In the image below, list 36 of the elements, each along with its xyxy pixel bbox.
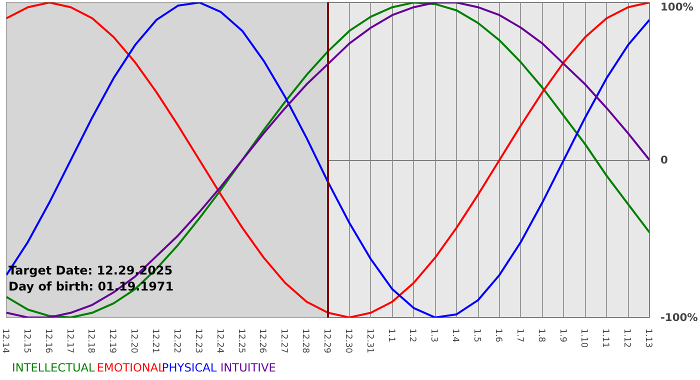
x-tick-label: 1.1 <box>386 328 396 342</box>
y-tick-label: 100% <box>660 0 694 14</box>
y-tick-label: -100% <box>660 311 698 324</box>
x-tick-label: 12.27 <box>278 328 289 354</box>
x-tick-label: 1.12 <box>622 328 632 348</box>
x-tick-label: 1.2 <box>407 328 418 342</box>
x-tick-label: 12.18 <box>86 328 96 354</box>
x-tick-label: 12.28 <box>300 328 310 354</box>
x-tick-label: 12.22 <box>171 328 182 354</box>
x-tick-label: 12.17 <box>64 328 74 354</box>
x-tick-label: 1.6 <box>492 328 503 342</box>
x-tick-label: 12.21 <box>150 328 160 354</box>
x-tick-label: 1.11 <box>600 328 610 348</box>
x-tick-label: 1.4 <box>450 328 460 343</box>
text: INTUITIVE <box>220 360 276 374</box>
x-tick-label: 12.14 <box>0 328 10 354</box>
x-tick-label: 12.25 <box>236 328 246 354</box>
x-tick-label: 1.7 <box>514 328 524 342</box>
x-tick-label: 12.29 <box>322 328 332 354</box>
x-tick-label: 1.10 <box>578 328 589 348</box>
x-tick-label: 12.26 <box>257 328 268 354</box>
x-tick-label: 12.30 <box>342 328 353 354</box>
x-tick-label: 12.16 <box>42 328 53 354</box>
x-tick-label: 1.3 <box>428 328 439 342</box>
x-tick-label: 12.24 <box>214 328 224 354</box>
x-tick-label: 12.19 <box>107 328 118 354</box>
x-tick-label: 1.8 <box>536 328 546 342</box>
x-tick-label: 1.5 <box>472 328 482 342</box>
x-tick-label: 12.20 <box>128 328 139 354</box>
x-tick-label: 1.13 <box>643 328 653 348</box>
text: INTELLECTUAL <box>12 360 96 374</box>
y-tick-label: 0 <box>660 154 668 166</box>
x-tick-label: 1.9 <box>557 328 568 342</box>
x-tick-label: 12.15 <box>21 328 32 354</box>
x-tick-label: 12.23 <box>192 328 203 354</box>
x-tick-label: 12.31 <box>364 328 374 354</box>
